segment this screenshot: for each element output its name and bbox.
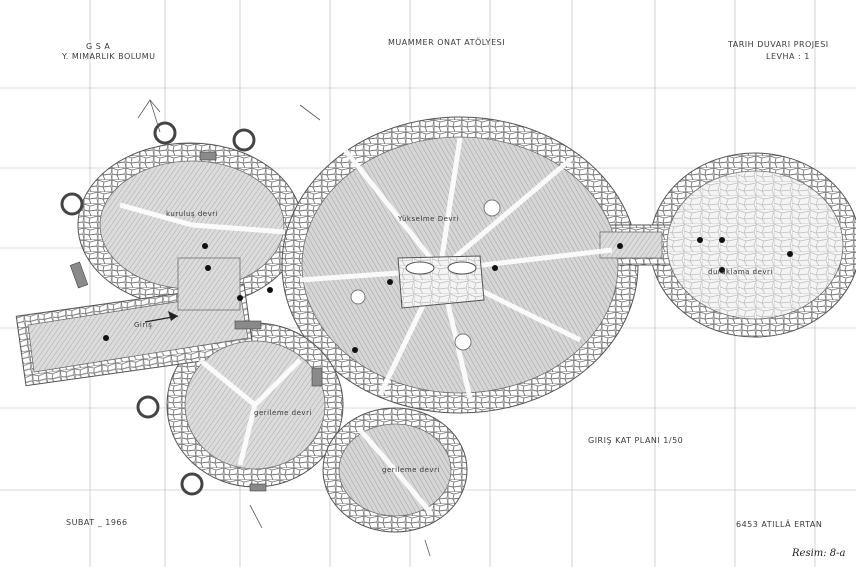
drawing-author: 6453 ATILLÂ ERTAN	[736, 520, 823, 529]
room-label-giris: Giriş	[134, 321, 153, 329]
connector-floor	[599, 231, 663, 259]
central-fountain	[350, 199, 501, 351]
room-label-kurulus: kuruluş devri	[166, 210, 219, 218]
school-name-line1: G S A	[86, 42, 111, 51]
radial-rays	[119, 137, 613, 514]
drawing-date: SUBAT _ 1966	[66, 518, 128, 527]
sheet-number: LEVHA : 1	[766, 52, 810, 61]
studio-name: MUAMMER ONAT ATÖLYESI	[388, 38, 506, 47]
round-towers	[60, 121, 256, 496]
section-markers	[137, 99, 431, 557]
entrance-corridor-floor	[27, 291, 249, 373]
room-label-gerileme-1: gerileme devri	[254, 409, 312, 417]
wall-blocks	[69, 151, 323, 492]
project-title: TARIH DUVARI PROJESI	[728, 40, 829, 49]
exhibit-markers	[103, 237, 793, 353]
room-label-gerileme-2: gerileme devri	[382, 466, 440, 474]
room-label-yukselme: Yükselme Devri	[398, 215, 459, 223]
figure-caption: Resim: 8-a	[792, 548, 846, 559]
room-label-duraklama: duraklama devri	[708, 268, 773, 276]
school-name-line2: Y. MIMARLIK BOLUMU	[62, 52, 156, 61]
room-duraklama-floor	[666, 170, 844, 320]
plan-title: GIRIŞ KAT PLANI 1/50	[588, 436, 684, 445]
entrance-arrow	[144, 311, 179, 323]
